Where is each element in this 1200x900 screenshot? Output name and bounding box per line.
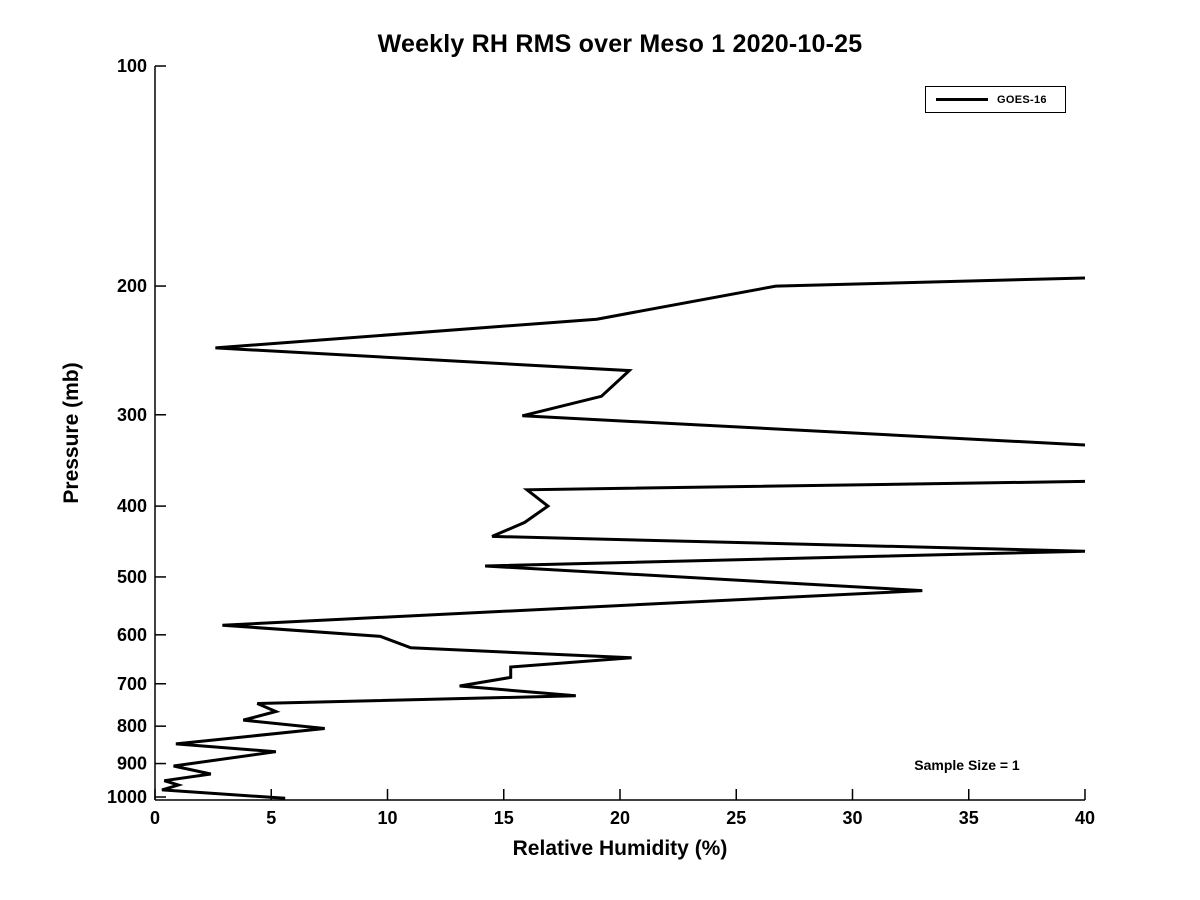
x-tick-label: 5 <box>266 808 276 828</box>
y-axis-label-text: Pressure (mb) <box>60 362 83 504</box>
x-axis-label: Relative Humidity (%) <box>512 837 728 860</box>
chart-title: Weekly RH RMS over Meso 1 2020-10-25 <box>377 30 863 58</box>
y-tick-label: 700 <box>117 674 147 694</box>
legend-series-label: GOES-16 <box>997 93 1047 106</box>
x-tick-label: 15 <box>494 808 514 828</box>
y-tick-label: 1000 <box>107 787 147 807</box>
y-tick-label: 300 <box>117 405 147 425</box>
y-tick-label: 200 <box>117 276 147 296</box>
x-tick-label: 20 <box>610 808 630 828</box>
legend-line-sample <box>936 98 988 101</box>
y-tick-label: 100 <box>117 56 147 76</box>
y-tick-label: 600 <box>117 625 147 645</box>
series-line-goes-16 <box>215 276 1086 447</box>
y-tick-label: 800 <box>117 716 147 736</box>
y-tick-label: 400 <box>117 496 147 516</box>
x-tick-label: 25 <box>726 808 746 828</box>
x-tick-label: 30 <box>842 808 862 828</box>
y-tick-label: 900 <box>117 754 147 774</box>
series-line-goes-16 <box>161 479 1086 800</box>
y-tick-label: 500 <box>117 567 147 587</box>
x-tick-label: 0 <box>150 808 160 828</box>
x-tick-label: 35 <box>959 808 979 828</box>
legend: GOES-16 <box>925 86 1066 113</box>
x-tick-label: 40 <box>1075 808 1095 828</box>
sample-size-annotation: Sample Size = 1 <box>914 757 1020 773</box>
x-tick-label: 10 <box>377 808 397 828</box>
